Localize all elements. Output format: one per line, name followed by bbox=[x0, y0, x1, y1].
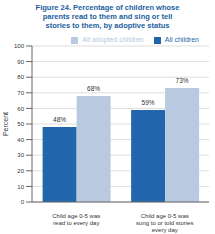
html-text:parents read to them and sing: parents read to them and sing or tell bbox=[42, 12, 173, 21]
svg-text:60: 60 bbox=[17, 106, 24, 112]
svg-text:68%: 68% bbox=[87, 85, 100, 92]
html-text:stories to them, by adoptive s: stories to them, by adoptive status bbox=[45, 21, 170, 30]
svg-text:40: 40 bbox=[17, 137, 24, 143]
svg-text:70: 70 bbox=[17, 90, 24, 96]
svg-text:Child age 0-5 wasread to every: Child age 0-5 wasread to every day bbox=[52, 213, 100, 226]
svg-text:73%: 73% bbox=[176, 77, 189, 84]
svg-text:100: 100 bbox=[14, 43, 25, 49]
html-text:All children: All children bbox=[164, 36, 199, 43]
svg-text:Percent: Percent bbox=[8, 112, 9, 136]
svg-text:30: 30 bbox=[17, 152, 24, 158]
svg-text:Child age 0-5 wassung to or to: Child age 0-5 wassung to or told stories… bbox=[136, 213, 193, 233]
html-text:Figure 24. Percentage of child: Figure 24. Percentage of children whose bbox=[35, 3, 180, 12]
svg-text:59%: 59% bbox=[142, 99, 155, 106]
svg-text:48%: 48% bbox=[53, 116, 66, 123]
svg-text:20: 20 bbox=[17, 168, 24, 174]
svg-text:80: 80 bbox=[17, 74, 24, 80]
html-text:All adopted children: All adopted children bbox=[82, 36, 144, 43]
svg-text:50: 50 bbox=[17, 121, 24, 127]
svg-text:90: 90 bbox=[17, 59, 24, 65]
svg-text:10: 10 bbox=[17, 184, 24, 190]
svg-text:0: 0 bbox=[21, 199, 25, 205]
